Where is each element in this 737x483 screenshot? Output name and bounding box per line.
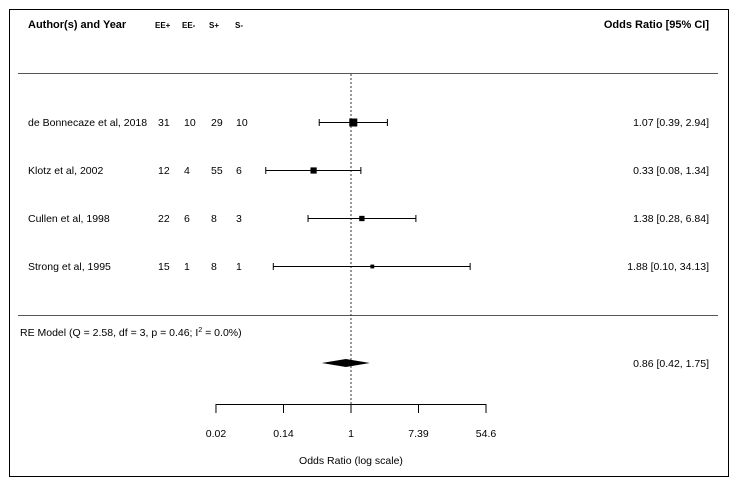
study-count: 1 [236,261,242,273]
x-tick-label: 7.39 [408,428,429,440]
x-tick-label: 54.6 [476,428,497,440]
study-row: Strong et al, 1995 15 1 8 1 1.88 [0.10, 34.13… [28,261,709,273]
study-count: 4 [184,165,190,177]
point-estimate [359,215,365,222]
study-row: Klotz et al, 2002 12 4 55 6 0.33 [0.08, 1.34] [28,165,709,177]
study-count: 29 [211,117,223,129]
study-count: 55 [211,165,223,177]
effect-text: 1.38 [0.28, 6.84] [633,213,709,225]
study-count: 10 [236,117,248,129]
study-count: 8 [211,261,217,273]
x-tick-label: 1 [348,428,354,440]
x-axis-label: Odds Ratio (log scale) [299,455,403,467]
study-count: 6 [236,165,242,177]
study-count: 15 [158,261,170,273]
study-label: de Bonnecaze et al, 2018 [28,117,147,129]
summary-effect-text: 0.86 [0.42, 1.75] [633,358,709,370]
study-label: Strong et al, 1995 [28,261,111,273]
study-row: de Bonnecaze et al, 2018 31 10 29 10 1.07 [0.… [28,117,709,129]
study-count: 12 [158,165,170,177]
study-count: 6 [184,213,190,225]
x-tick-label: 0.14 [273,428,294,440]
summary-diamond [321,359,370,367]
header-effect: Odds Ratio [95% CI] [604,19,709,31]
effect-text: 0.33 [0.08, 1.34] [633,165,709,177]
point-estimate [310,167,317,174]
study-count: 31 [158,117,170,129]
study-row: Cullen et al, 1998 22 6 8 3 1.38 [0.28, 6.84] [28,213,709,225]
point-estimate [349,118,358,127]
header-study: Author(s) and Year [28,19,127,31]
effect-text: 1.07 [0.39, 2.94] [633,117,709,129]
header-s-plus: S+ [209,21,219,30]
study-count: 8 [211,213,217,225]
study-count: 10 [184,117,196,129]
study-count: 1 [184,261,190,273]
header-ee-minus: EE- [182,21,196,30]
summary-label: RE Model (Q = 2.58, df = 3, p = 0.46; I2… [20,327,242,339]
effect-text: 1.88 [0.10, 34.13] [627,261,709,273]
header-ee-plus: EE+ [155,21,171,30]
point-estimate [370,264,375,269]
study-label: Cullen et al, 1998 [28,213,110,225]
study-label: Klotz et al, 2002 [28,165,103,177]
x-tick-label: 0.02 [206,428,227,440]
header-s-minus: S- [235,21,243,30]
plot-border [9,9,729,477]
study-count: 3 [236,213,242,225]
study-count: 22 [158,213,170,225]
